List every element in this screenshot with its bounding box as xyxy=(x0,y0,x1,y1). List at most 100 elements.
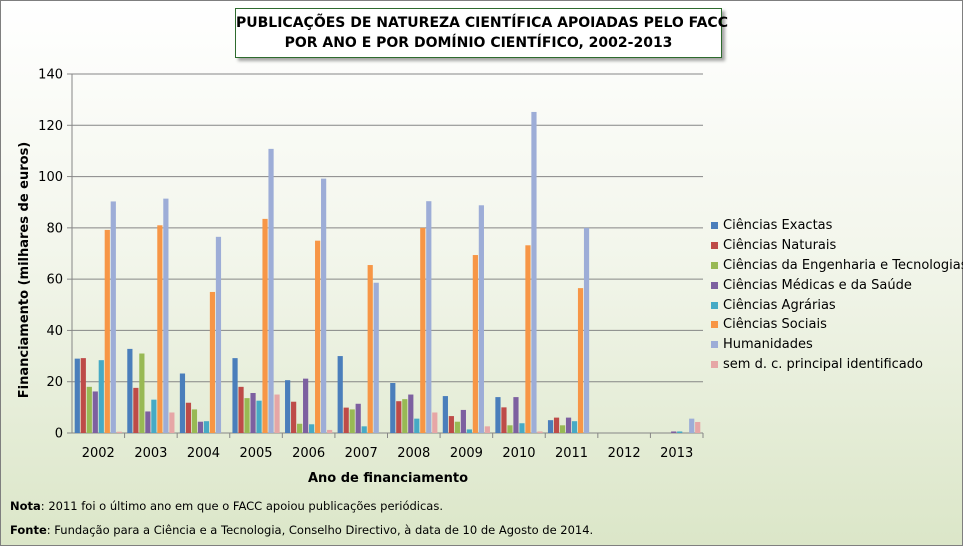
bar xyxy=(250,392,256,433)
legend-swatch xyxy=(711,261,718,269)
bar xyxy=(478,205,484,433)
bar xyxy=(537,431,543,433)
legend-item: Ciências Agrárias xyxy=(711,295,963,315)
bar xyxy=(116,431,122,433)
notes: Nota: 2011 foi o último ano em que o FAC… xyxy=(10,498,593,546)
bar xyxy=(460,409,466,433)
y-tick-label: 40 xyxy=(46,324,63,339)
axes xyxy=(71,74,703,434)
legend-item: sem d. c. principal identificado xyxy=(711,355,963,375)
bar xyxy=(203,421,210,433)
bar xyxy=(373,282,379,433)
bar xyxy=(426,201,432,433)
legend-label: Ciências Agrárias xyxy=(723,297,836,313)
bar xyxy=(420,227,426,433)
y-axis-title: Financiamento (milhares de euros) xyxy=(17,142,32,399)
x-tick-label: 2004 xyxy=(187,446,220,461)
bar xyxy=(525,245,531,433)
chart-title-box: PUBLICAÇÕES DE NATUREZA CIENTÍFICA APOIA… xyxy=(235,8,728,58)
bar xyxy=(671,431,677,433)
bar xyxy=(80,358,86,433)
bar xyxy=(110,201,116,433)
bar xyxy=(531,111,537,434)
bar xyxy=(139,353,145,433)
legend-item: Ciências Exactas xyxy=(711,216,963,236)
legend-label: Ciências Sociais xyxy=(723,317,827,333)
y-tick-label: 140 xyxy=(38,68,63,83)
y-tick-label: 0 xyxy=(55,427,63,442)
legend-item: Ciências da Engenharia e Tecnologias xyxy=(711,256,963,276)
bar xyxy=(215,236,222,433)
x-tick-label: 2009 xyxy=(450,446,483,461)
bar xyxy=(297,423,303,433)
bar xyxy=(547,420,554,433)
legend-swatch xyxy=(711,222,718,230)
bar xyxy=(244,398,250,433)
source-text: : Fundação para a Ciência e a Tecnologia… xyxy=(46,523,594,537)
y-tick-label: 80 xyxy=(46,221,63,236)
x-tick-label: 2011 xyxy=(555,446,588,461)
legend-label: Ciências Médicas e da Saúde xyxy=(723,277,912,293)
bar xyxy=(209,291,216,433)
y-tick-label: 20 xyxy=(46,375,63,390)
bar xyxy=(127,348,133,433)
bar xyxy=(559,425,566,433)
bar xyxy=(191,409,198,433)
bar xyxy=(86,386,92,433)
bar xyxy=(519,423,525,433)
bar xyxy=(695,421,701,433)
bar xyxy=(145,411,151,433)
bar xyxy=(268,148,274,433)
bar xyxy=(484,426,490,433)
chart-title-line-2: POR ANO E POR DOMÍNIO CIENTÍFICO, 2002-2… xyxy=(284,35,673,51)
x-tick-label: 2002 xyxy=(82,446,115,461)
legend: Ciências Exactas Ciências Naturais Ciência… xyxy=(711,216,963,374)
bar xyxy=(92,391,98,433)
x-tick-label: 2006 xyxy=(292,446,325,461)
legend-item: Ciências Sociais xyxy=(711,315,963,335)
bar xyxy=(553,417,560,433)
bar xyxy=(448,416,454,433)
y-tick-label: 100 xyxy=(38,170,63,185)
y-tick-labels: 0 20 40 60 80 100 120 140 xyxy=(38,68,63,442)
bar xyxy=(495,397,501,433)
x-tick-label: 2005 xyxy=(239,446,272,461)
bar xyxy=(256,400,262,433)
bar xyxy=(163,198,169,433)
bar xyxy=(565,417,572,433)
legend-label: Ciências Naturais xyxy=(723,238,837,254)
source-line: Fonte: Fundação para a Ciência e a Tecno… xyxy=(10,522,593,546)
legend-swatch xyxy=(711,360,718,368)
bar xyxy=(571,421,578,433)
bar xyxy=(454,421,460,433)
legend-label: Humanidades xyxy=(723,337,813,353)
bar xyxy=(285,380,291,433)
bar xyxy=(402,399,408,433)
bar xyxy=(309,424,315,433)
bar xyxy=(689,418,695,433)
bar xyxy=(390,382,396,433)
bar xyxy=(262,218,268,433)
bar xyxy=(367,265,373,433)
x-axis-title: Ano de financiamento xyxy=(308,471,468,486)
x-tick-label: 2010 xyxy=(502,446,535,461)
bar xyxy=(315,240,321,433)
bar xyxy=(151,399,157,433)
bar xyxy=(274,394,280,433)
bar xyxy=(361,426,367,433)
x-tick-label: 2013 xyxy=(660,446,693,461)
bar xyxy=(179,373,186,433)
x-tick-labels: 2002 2003 2004 2005 2006 2007 2008 2009 2010 2011… xyxy=(82,446,694,461)
x-tick-label: 2003 xyxy=(134,446,167,461)
bar xyxy=(466,429,472,433)
bar xyxy=(185,402,192,433)
source-label: Fonte xyxy=(10,523,47,537)
bar xyxy=(343,407,349,433)
x-tick-label: 2012 xyxy=(608,446,641,461)
bar xyxy=(104,229,110,433)
bar xyxy=(442,396,448,433)
legend-swatch xyxy=(711,281,718,289)
legend-label: sem d. c. principal identificado xyxy=(723,356,923,372)
bar xyxy=(677,431,683,433)
